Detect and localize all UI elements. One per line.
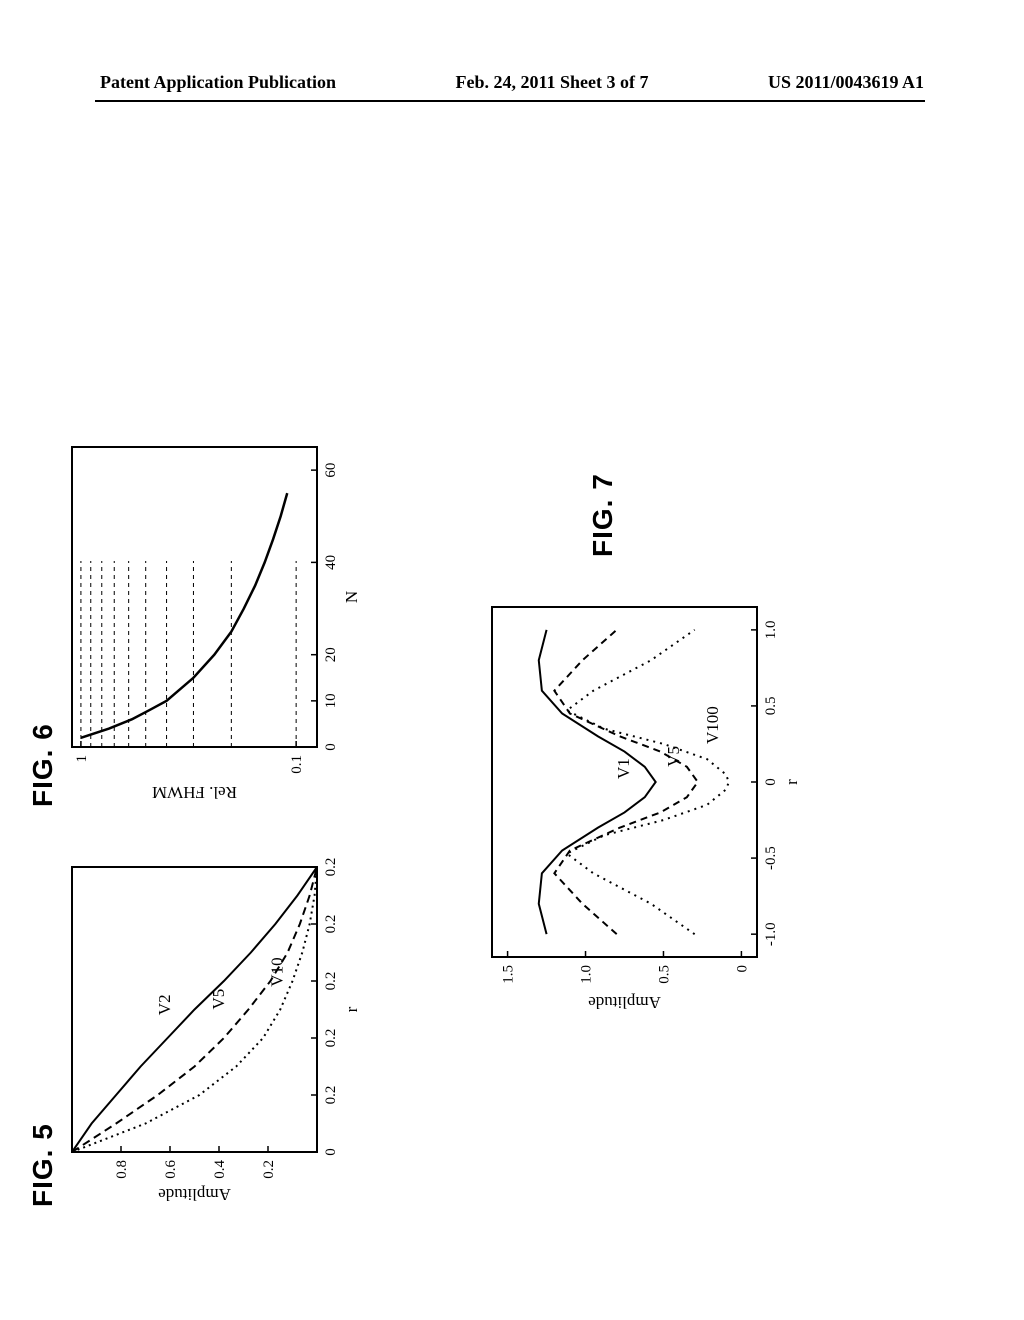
svg-text:0.6: 0.6 [163,1160,179,1179]
header-rule [95,100,925,102]
svg-text:Amplitude: Amplitude [588,993,661,1012]
svg-text:V10: V10 [268,957,287,986]
svg-text:1: 1 [74,755,90,763]
svg-text:40: 40 [323,555,339,570]
header-right: US 2011/0043619 A1 [768,72,924,93]
svg-text:1.0: 1.0 [579,965,595,984]
svg-text:0.4: 0.4 [212,1160,228,1179]
header-left: Patent Application Publication [100,72,336,93]
svg-text:V100: V100 [703,706,722,744]
header-center: Feb. 24, 2011 Sheet 3 of 7 [456,72,649,93]
fig5-label: FIG. 5 [27,1123,59,1207]
svg-text:20: 20 [323,647,339,662]
svg-text:V2: V2 [155,994,174,1015]
svg-text:Amplitude: Amplitude [158,1185,231,1204]
fig5-svg: 0.2 0.4 0.6 0.8 0 0.2 0.2 0.2 0.2 0.2 V2 V5 V10 r Ampl… [57,847,367,1207]
svg-text:10: 10 [323,693,339,708]
svg-text:0: 0 [763,778,779,786]
svg-text:r: r [782,779,801,785]
svg-text:0: 0 [323,1148,339,1156]
fig5-chart: 0.20.40.60.800.20.20.20.20.2V2V5V10rAmpl… [57,907,367,1207]
fig6-svg: 0.11010204060NRel. FHWM [57,427,367,807]
svg-text:r: r [342,1006,361,1012]
svg-text:0: 0 [734,965,750,973]
svg-text:-1.0: -1.0 [763,922,779,946]
svg-text:V1: V1 [614,758,633,779]
svg-text:0.5: 0.5 [763,697,779,716]
rotated-content: FIG. 5 FIG. 6 FIG. 7 0.20.40.60.800.20.2… [0,223,1024,1147]
svg-text:N: N [342,591,361,603]
svg-text:0.2: 0.2 [323,972,339,991]
svg-text:V5: V5 [209,989,228,1010]
svg-text:0.2: 0.2 [323,1029,339,1048]
svg-text:0.1: 0.1 [289,755,305,774]
svg-text:0.5: 0.5 [656,965,672,984]
fig6-label: FIG. 6 [27,723,59,807]
svg-text:V5: V5 [664,746,683,767]
fig7-svg: 0 0.5 1.0 1.5 -1.0 -0.5 0 0.5 1.0 V1 V5 V100 r Amplit… [477,587,807,1017]
svg-text:0.2: 0.2 [323,858,339,877]
svg-text:1.0: 1.0 [763,620,779,639]
svg-text:0.8: 0.8 [114,1160,130,1179]
fig7-label: FIG. 7 [587,473,619,557]
page-header: Patent Application Publication Feb. 24, … [0,72,1024,93]
svg-text:Rel. FHWM: Rel. FHWM [152,783,237,802]
fig6-chart: 0.11010204060NRel. FHWM [57,507,367,807]
svg-text:0.2: 0.2 [323,915,339,934]
svg-text:0.2: 0.2 [323,1086,339,1105]
svg-text:0.2: 0.2 [261,1160,277,1179]
svg-text:0: 0 [323,743,339,751]
svg-text:1.5: 1.5 [501,965,517,984]
svg-text:60: 60 [323,463,339,478]
svg-text:-0.5: -0.5 [763,846,779,870]
fig7-chart: 00.51.01.5-1.0-0.500.51.0V1V5V100rAmplit… [477,717,787,1017]
